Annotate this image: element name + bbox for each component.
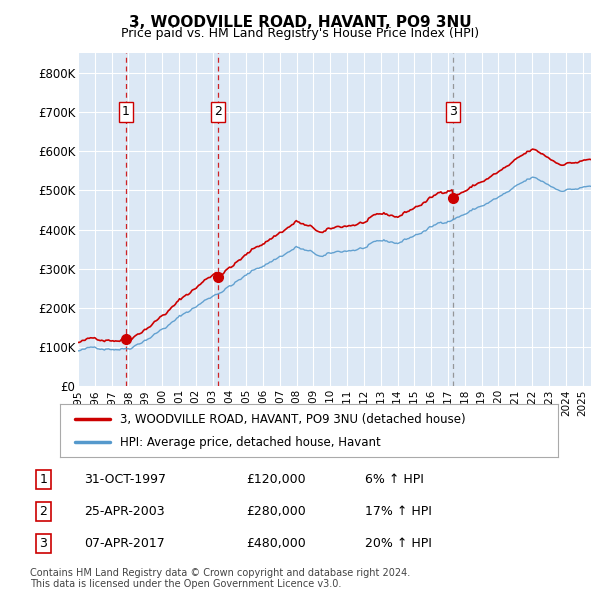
Text: 25-APR-2003: 25-APR-2003 bbox=[84, 505, 164, 518]
Text: 3: 3 bbox=[40, 537, 47, 550]
Text: 3: 3 bbox=[449, 106, 457, 119]
Text: 6% ↑ HPI: 6% ↑ HPI bbox=[365, 473, 424, 486]
Text: £480,000: £480,000 bbox=[246, 537, 306, 550]
Text: 31-OCT-1997: 31-OCT-1997 bbox=[84, 473, 166, 486]
Text: Price paid vs. HM Land Registry's House Price Index (HPI): Price paid vs. HM Land Registry's House … bbox=[121, 27, 479, 40]
Text: 3, WOODVILLE ROAD, HAVANT, PO9 3NU: 3, WOODVILLE ROAD, HAVANT, PO9 3NU bbox=[128, 15, 472, 30]
Text: £280,000: £280,000 bbox=[246, 505, 306, 518]
Text: 2: 2 bbox=[214, 106, 222, 119]
Text: HPI: Average price, detached house, Havant: HPI: Average price, detached house, Hava… bbox=[120, 436, 380, 449]
Text: Contains HM Land Registry data © Crown copyright and database right 2024.
This d: Contains HM Land Registry data © Crown c… bbox=[30, 568, 410, 589]
Text: 07-APR-2017: 07-APR-2017 bbox=[84, 537, 165, 550]
Text: 1: 1 bbox=[122, 106, 130, 119]
Text: £120,000: £120,000 bbox=[246, 473, 305, 486]
Text: 2: 2 bbox=[40, 505, 47, 518]
Text: 3, WOODVILLE ROAD, HAVANT, PO9 3NU (detached house): 3, WOODVILLE ROAD, HAVANT, PO9 3NU (deta… bbox=[120, 412, 466, 425]
Text: 17% ↑ HPI: 17% ↑ HPI bbox=[365, 505, 431, 518]
Text: 1: 1 bbox=[40, 473, 47, 486]
Text: 20% ↑ HPI: 20% ↑ HPI bbox=[365, 537, 431, 550]
